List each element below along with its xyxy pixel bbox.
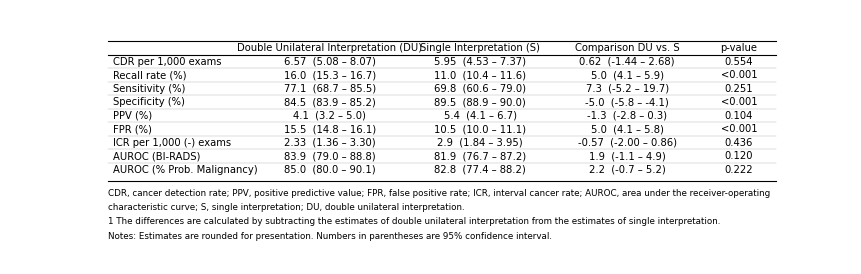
- Text: <0.001: <0.001: [720, 97, 757, 107]
- Text: <0.001: <0.001: [720, 124, 757, 134]
- Text: 2.2  (-0.7 – 5.2): 2.2 (-0.7 – 5.2): [588, 165, 665, 175]
- Text: 0.251: 0.251: [724, 84, 753, 94]
- Text: CDR per 1,000 exams: CDR per 1,000 exams: [113, 57, 221, 67]
- Text: 84.5  (83.9 – 85.2): 84.5 (83.9 – 85.2): [283, 97, 375, 107]
- Text: -0.57  (-2.00 – 0.86): -0.57 (-2.00 – 0.86): [577, 138, 676, 148]
- Text: Notes: Estimates are rounded for presentation. Numbers in parentheses are 95% co: Notes: Estimates are rounded for present…: [108, 232, 551, 241]
- Text: 5.0  (4.1 – 5.8): 5.0 (4.1 – 5.8): [590, 124, 663, 134]
- Text: -5.0  (-5.8 – -4.1): -5.0 (-5.8 – -4.1): [585, 97, 668, 107]
- Text: 0.222: 0.222: [724, 165, 753, 175]
- Text: Recall rate (%): Recall rate (%): [113, 70, 186, 80]
- Text: 82.8  (77.4 – 88.2): 82.8 (77.4 – 88.2): [434, 165, 525, 175]
- Text: 2.33  (1.36 – 3.30): 2.33 (1.36 – 3.30): [284, 138, 375, 148]
- Text: 83.9  (79.0 – 88.8): 83.9 (79.0 – 88.8): [284, 151, 375, 161]
- Text: CDR, cancer detection rate; PPV, positive predictive value; FPR, false positive : CDR, cancer detection rate; PPV, positiv…: [108, 189, 769, 198]
- Text: 5.4  (4.1 – 6.7): 5.4 (4.1 – 6.7): [443, 111, 516, 121]
- Text: 0.554: 0.554: [724, 57, 753, 67]
- Text: characteristic curve; S, single interpretation; DU, double unilateral interpreta: characteristic curve; S, single interpre…: [108, 203, 464, 212]
- Text: 77.1  (68.7 – 85.5): 77.1 (68.7 – 85.5): [283, 84, 375, 94]
- Text: FPR (%): FPR (%): [113, 124, 152, 134]
- Text: 6.57  (5.08 – 8.07): 6.57 (5.08 – 8.07): [283, 57, 375, 67]
- Text: 15.5  (14.8 – 16.1): 15.5 (14.8 – 16.1): [283, 124, 375, 134]
- Text: 16.0  (15.3 – 16.7): 16.0 (15.3 – 16.7): [283, 70, 375, 80]
- Text: AUROC (BI-RADS): AUROC (BI-RADS): [113, 151, 201, 161]
- Text: 7.3  (-5.2 – 19.7): 7.3 (-5.2 – 19.7): [585, 84, 668, 94]
- Text: 10.5  (10.0 – 11.1): 10.5 (10.0 – 11.1): [434, 124, 525, 134]
- Text: Comparison DU vs. S: Comparison DU vs. S: [574, 43, 678, 53]
- Text: 69.8  (60.6 – 79.0): 69.8 (60.6 – 79.0): [434, 84, 525, 94]
- Text: 89.5  (88.9 – 90.0): 89.5 (88.9 – 90.0): [434, 97, 525, 107]
- Text: 0.62  (-1.44 – 2.68): 0.62 (-1.44 – 2.68): [579, 57, 674, 67]
- Text: Sensitivity (%): Sensitivity (%): [113, 84, 185, 94]
- Text: <0.001: <0.001: [720, 70, 757, 80]
- Text: 5.0  (4.1 – 5.9): 5.0 (4.1 – 5.9): [590, 70, 663, 80]
- Text: 81.9  (76.7 – 87.2): 81.9 (76.7 – 87.2): [434, 151, 525, 161]
- Text: 4.1  (3.2 – 5.0): 4.1 (3.2 – 5.0): [293, 111, 366, 121]
- Text: ICR per 1,000 (-) exams: ICR per 1,000 (-) exams: [113, 138, 231, 148]
- Text: PPV (%): PPV (%): [113, 111, 152, 121]
- Text: Single Interpretation (S): Single Interpretation (S): [420, 43, 540, 53]
- Text: 85.0  (80.0 – 90.1): 85.0 (80.0 – 90.1): [284, 165, 375, 175]
- Text: 1.9  (-1.1 – 4.9): 1.9 (-1.1 – 4.9): [588, 151, 665, 161]
- Text: 2.9  (1.84 – 3.95): 2.9 (1.84 – 3.95): [437, 138, 523, 148]
- Text: 0.120: 0.120: [724, 151, 753, 161]
- Text: AUROC (% Prob. Malignancy): AUROC (% Prob. Malignancy): [113, 165, 257, 175]
- Text: 0.104: 0.104: [724, 111, 753, 121]
- Text: 5.95  (4.53 – 7.37): 5.95 (4.53 – 7.37): [434, 57, 525, 67]
- Text: 0.436: 0.436: [724, 138, 753, 148]
- Text: -1.3  (-2.8 – 0.3): -1.3 (-2.8 – 0.3): [586, 111, 666, 121]
- Text: 11.0  (10.4 – 11.6): 11.0 (10.4 – 11.6): [434, 70, 525, 80]
- Text: p-value: p-value: [720, 43, 757, 53]
- Text: Double Unilateral Interpretation (DU): Double Unilateral Interpretation (DU): [237, 43, 422, 53]
- Text: 1 The differences are calculated by subtracting the estimates of double unilater: 1 The differences are calculated by subt…: [108, 217, 719, 226]
- Text: Specificity (%): Specificity (%): [113, 97, 185, 107]
